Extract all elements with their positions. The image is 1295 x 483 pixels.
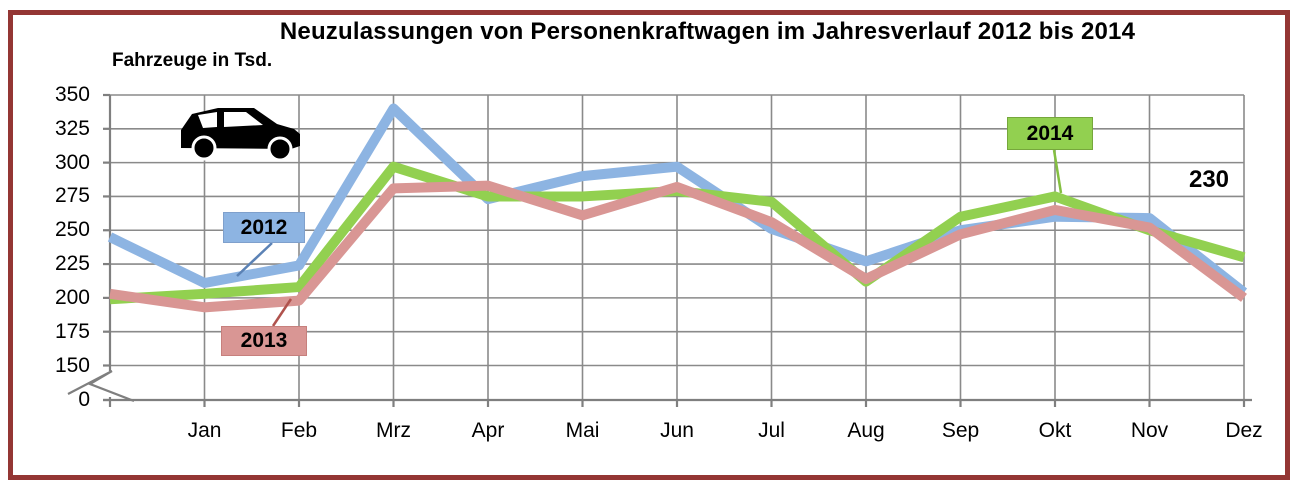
x-axis-tick-labels: Jan Feb Mrz Apr Mai Jun Jul Aug Sep Okt Nov Dez	[0, 419, 1295, 449]
y-tick-label: 0	[78, 388, 90, 411]
x-tick-label: Jan	[187, 419, 222, 442]
legend-label-2012: 2012	[223, 212, 305, 243]
y-tick-label: 275	[54, 184, 90, 208]
x-tick-label: Nov	[1130, 419, 1169, 442]
y-tick-label: 325	[54, 116, 90, 140]
x-tick-label: Apr	[471, 419, 505, 442]
x-tick-label: Dez	[1225, 419, 1263, 442]
y-tick-label: 350	[54, 83, 90, 106]
legend-label-2013: 2013	[221, 326, 307, 356]
series-line-2012	[107, 103, 1248, 297]
x-tick-label: Aug	[847, 419, 885, 442]
data-label-dez-2014: 230	[1188, 166, 1230, 193]
y-tick-label: 300	[54, 150, 90, 174]
x-tick-label: Jul	[758, 419, 785, 442]
x-tick-label: Okt	[1038, 419, 1072, 442]
y-axis-unit-label: Fahrzeuge in Tsd.	[112, 50, 273, 71]
chart-title: Neuzulassungen von Personenkraftwagen im…	[279, 18, 1136, 45]
y-tick-label: 250	[54, 218, 90, 242]
x-tick-label: Feb	[280, 419, 318, 442]
x-tick-label: Mai	[565, 419, 600, 442]
y-axis-tick-labels: 350 325 300 275 250 225 200 175 150 0	[24, 0, 90, 483]
x-tick-label: Sep	[941, 419, 980, 442]
legend-label-2014: 2014	[1007, 117, 1093, 150]
y-tick-label: 225	[54, 252, 90, 276]
series-line-2013	[109, 180, 1247, 313]
chart-frame	[8, 10, 1290, 480]
x-tick-label: Jun	[660, 419, 694, 442]
car-icon	[181, 108, 300, 162]
y-tick-label: 150	[54, 353, 90, 377]
y-tick-label: 175	[54, 319, 90, 343]
y-tick-label: 200	[54, 285, 90, 309]
x-tick-label: Mrz	[376, 419, 411, 442]
